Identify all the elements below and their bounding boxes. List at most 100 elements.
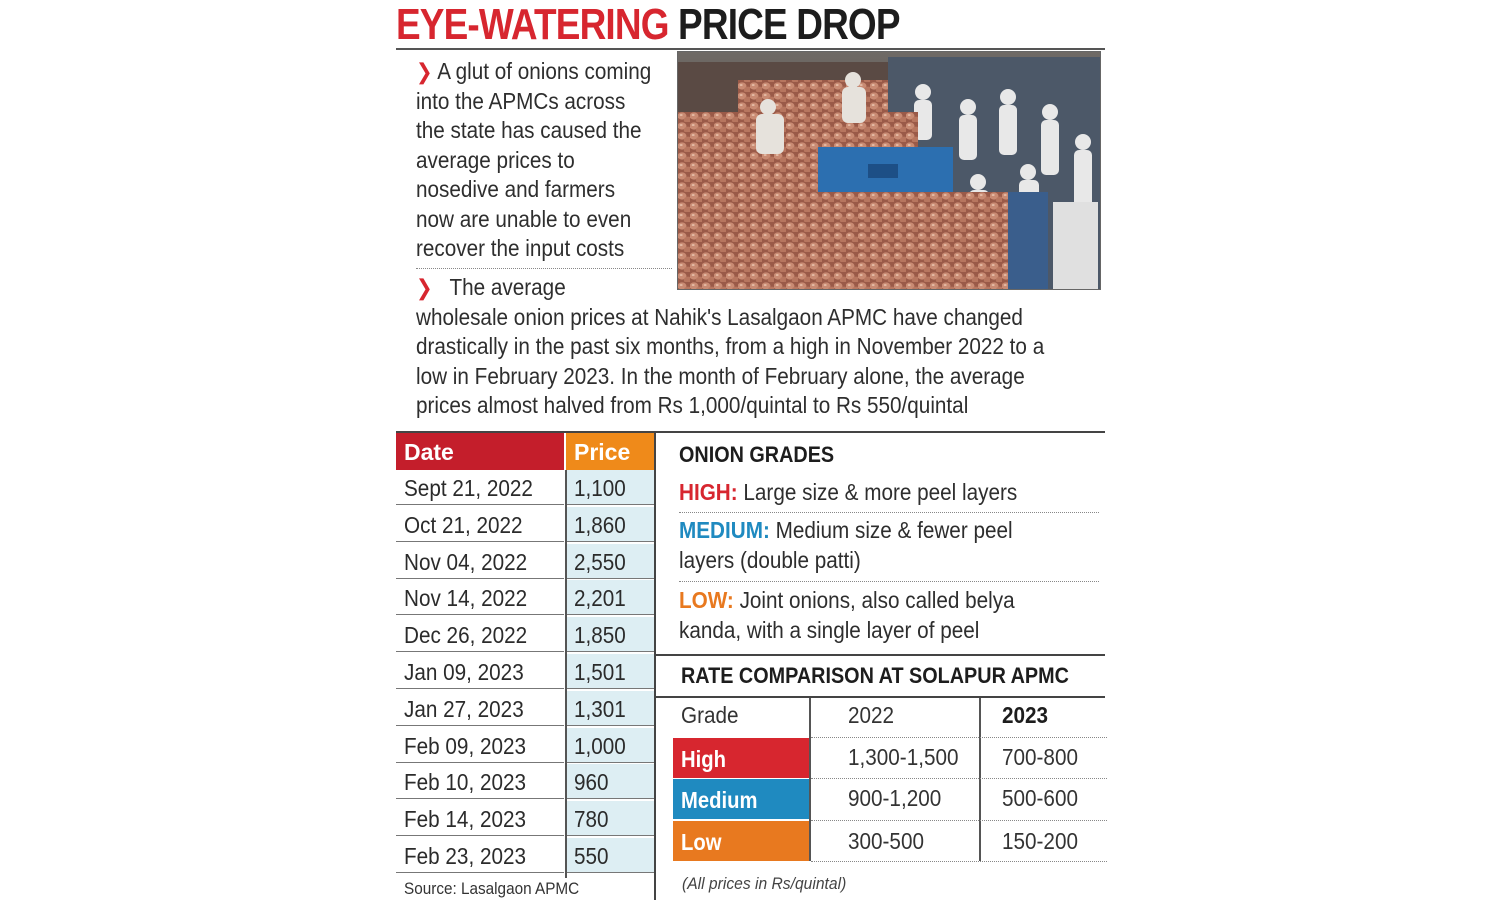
onion-market-photo bbox=[677, 51, 1101, 290]
bullet-2-line: ❯ The average bbox=[416, 273, 1044, 303]
rate-grade-high: High bbox=[673, 738, 809, 778]
rate-high-2023: 700-800 bbox=[1002, 744, 1078, 770]
price-table-price-text: 1,301 bbox=[574, 695, 626, 722]
price-table-price: 1,850 bbox=[566, 617, 654, 653]
grade-low-key: LOW: bbox=[679, 587, 734, 613]
bullet-2-line: prices almost halved from Rs 1,000/quint… bbox=[416, 392, 969, 418]
grade-low-text: Joint onions, also called belya bbox=[739, 587, 1015, 613]
section-rule bbox=[656, 654, 1105, 656]
table-row: Feb 14, 2023 780 bbox=[396, 801, 654, 838]
table-row: Jan 27, 2023 1,301 bbox=[396, 690, 654, 728]
bullet-1-line: into the APMCs across bbox=[416, 87, 626, 114]
bullet-1-line: average prices to bbox=[416, 146, 575, 173]
rate-comparison-note: (All prices in Rs/quintal) bbox=[682, 874, 847, 893]
price-table-date-text: Jan 27, 2023 bbox=[404, 695, 524, 722]
price-table-date: Sept 21, 2022 bbox=[396, 470, 564, 505]
rate-low-2022: 300-500 bbox=[848, 828, 924, 854]
grade-low-text: kanda, with a single layer of peel bbox=[679, 617, 980, 643]
bullet-1-line: nosedive and farmers bbox=[416, 176, 616, 202]
price-table-date-text: Feb 09, 2023 bbox=[404, 732, 527, 759]
grade-divider bbox=[679, 581, 1099, 582]
section-rule bbox=[396, 431, 1105, 433]
price-table-price-text: 780 bbox=[574, 806, 609, 833]
grade-medium-description: MEDIUM: Medium size & fewer peel layers … bbox=[679, 515, 1013, 575]
price-table-price-text: 1,000 bbox=[574, 732, 626, 759]
price-table-price: 960 bbox=[566, 764, 654, 800]
table-row: Oct 21, 2022 1,860 bbox=[396, 506, 654, 544]
chevron-right-icon: ❯ bbox=[416, 59, 433, 84]
bullet-divider bbox=[416, 268, 672, 269]
onion-market-illustration bbox=[678, 52, 1100, 289]
price-table-price-text: 1,501 bbox=[574, 659, 626, 685]
rate-row-divider bbox=[811, 737, 1107, 738]
grade-medium-text: layers (double patti) bbox=[679, 547, 861, 573]
price-table-date: Jan 27, 2023 bbox=[396, 690, 564, 726]
price-table-date: Nov 14, 2022 bbox=[396, 580, 564, 616]
price-table-price-text: 1,860 bbox=[574, 511, 626, 538]
grade-high-description: HIGH: Large size & more peel layers bbox=[679, 477, 1017, 507]
rate-column-divider bbox=[979, 698, 981, 861]
rate-row-divider bbox=[811, 820, 1107, 821]
price-table-price-text: 2,201 bbox=[574, 585, 626, 612]
price-table-price: 1,301 bbox=[566, 690, 654, 726]
rate-medium-2023: 500-600 bbox=[1002, 785, 1078, 811]
price-table-price-text: 960 bbox=[574, 769, 609, 796]
price-table-price: 550 bbox=[566, 838, 654, 873]
table-row: Feb 10, 2023 960 bbox=[396, 764, 654, 801]
price-table-price: 2,201 bbox=[566, 580, 654, 616]
price-table-date-text: Feb 10, 2023 bbox=[404, 769, 527, 796]
price-table-price-text: 550 bbox=[574, 843, 609, 869]
price-table-date-text: Nov 14, 2022 bbox=[404, 585, 528, 612]
price-table-price: 1,100 bbox=[566, 470, 654, 505]
rate-low-2023: 150-200 bbox=[1002, 828, 1078, 854]
price-table-date: Feb 10, 2023 bbox=[396, 764, 564, 800]
price-table-price: 780 bbox=[566, 801, 654, 837]
headline-part2: PRICE DROP bbox=[678, 0, 900, 49]
rate-row-divider bbox=[811, 778, 1107, 779]
onion-grades-title: ONION GRADES bbox=[679, 442, 835, 467]
rate-grade-label: Low bbox=[681, 829, 722, 855]
price-table-date-text: Oct 21, 2022 bbox=[404, 511, 523, 538]
grade-medium-key: MEDIUM: bbox=[679, 517, 770, 543]
price-table-date: Dec 26, 2022 bbox=[396, 617, 564, 653]
price-table-price: 1,501 bbox=[566, 654, 654, 689]
section-rule bbox=[656, 696, 1105, 698]
price-table-date: Feb 14, 2023 bbox=[396, 801, 564, 837]
price-table-date: Nov 04, 2022 bbox=[396, 543, 564, 579]
bullet-2-line: low in February 2023. In the month of Fe… bbox=[416, 362, 1025, 389]
price-table-column-divider bbox=[565, 470, 567, 878]
rate-grade-label: Medium bbox=[681, 787, 758, 813]
rate-header-grade: Grade bbox=[681, 702, 739, 728]
grade-medium-text: Medium size & fewer peel bbox=[775, 517, 1013, 543]
price-table-price: 1,860 bbox=[566, 506, 654, 542]
price-table-date-text: Feb 23, 2023 bbox=[404, 843, 527, 869]
price-table-price: 1,000 bbox=[566, 727, 654, 763]
rate-high-2022: 1,300-1,500 bbox=[848, 744, 959, 770]
table-row: Jan 09, 2023 1,501 bbox=[396, 654, 654, 691]
price-table-date: Jan 09, 2023 bbox=[396, 654, 564, 689]
top-rule bbox=[396, 48, 1105, 50]
table-row: Feb 23, 2023 550 bbox=[396, 838, 654, 875]
headline: EYE-WATERING PRICE DROP bbox=[396, 0, 900, 50]
table-row: Sept 21, 2022 1,100 bbox=[396, 470, 654, 507]
bullet-1-line: ❯ A glut of onions coming bbox=[416, 57, 651, 87]
rate-grade-low: Low bbox=[673, 821, 809, 861]
price-table-header-price: Price bbox=[566, 433, 654, 470]
chevron-right-icon: ❯ bbox=[416, 275, 433, 300]
rate-grade-label: High bbox=[681, 746, 726, 772]
bullet-1-line-text: A glut of onions coming bbox=[437, 58, 652, 84]
bullet-1: ❯ A glut of onions coming into the APMCs… bbox=[416, 57, 651, 264]
bullet-1-line: the state has caused the bbox=[416, 117, 642, 143]
bullet-2-line: wholesale onion prices at Nahik's Lasalg… bbox=[416, 303, 1023, 330]
bullet-1-line: now are unable to even bbox=[416, 205, 632, 232]
price-table-price-text: 2,550 bbox=[574, 548, 626, 575]
price-table-price-text: 1,850 bbox=[574, 622, 626, 649]
price-table-date-text: Feb 14, 2023 bbox=[404, 806, 527, 833]
price-table-date: Feb 23, 2023 bbox=[396, 838, 564, 873]
grade-high-text: Large size & more peel layers bbox=[743, 479, 1018, 505]
rate-column-divider bbox=[809, 698, 811, 861]
rate-header-2023: 2023 bbox=[1002, 702, 1049, 728]
bullet-2-line: drastically in the past six months, from… bbox=[416, 333, 1045, 359]
table-row: Nov 14, 2022 2,201 bbox=[396, 580, 654, 617]
grade-low-description: LOW: Joint onions, also called belya kan… bbox=[679, 585, 1015, 645]
